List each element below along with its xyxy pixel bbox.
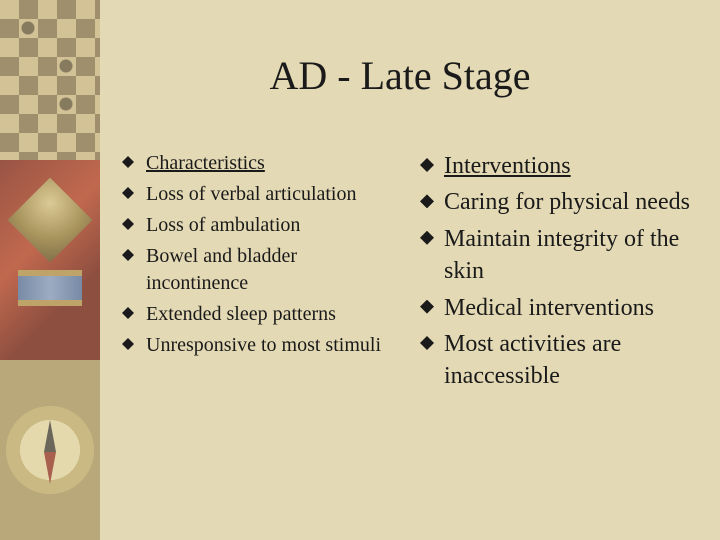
compass-icon (0, 360, 100, 540)
list-item: Extended sleep patterns (120, 301, 400, 328)
decorative-sidebar (0, 0, 100, 540)
list-item: Maintain integrity of the skin (418, 223, 696, 288)
medal-icon (0, 160, 100, 360)
list-heading: Interventions (418, 150, 696, 182)
content-columns: Characteristics Loss of verbal articulat… (120, 150, 696, 397)
interventions-heading: Interventions (444, 153, 571, 179)
list-item: Most activities are inaccessible (418, 328, 696, 393)
list-item: Medical interventions (418, 292, 696, 324)
list-item: Caring for physical needs (418, 186, 696, 218)
checkerboard-icon (0, 0, 100, 160)
list-item: Bowel and bladder incontinence (120, 243, 400, 297)
left-column: Characteristics Loss of verbal articulat… (120, 150, 400, 397)
list-item: Unresponsive to most stimuli (120, 332, 400, 359)
list-heading: Characteristics (120, 150, 400, 177)
right-column: Interventions Caring for physical needs … (418, 150, 696, 397)
characteristics-heading: Characteristics (146, 152, 265, 174)
list-item: Loss of verbal articulation (120, 181, 400, 208)
list-item: Loss of ambulation (120, 212, 400, 239)
slide-title: AD - Late Stage (100, 52, 700, 99)
